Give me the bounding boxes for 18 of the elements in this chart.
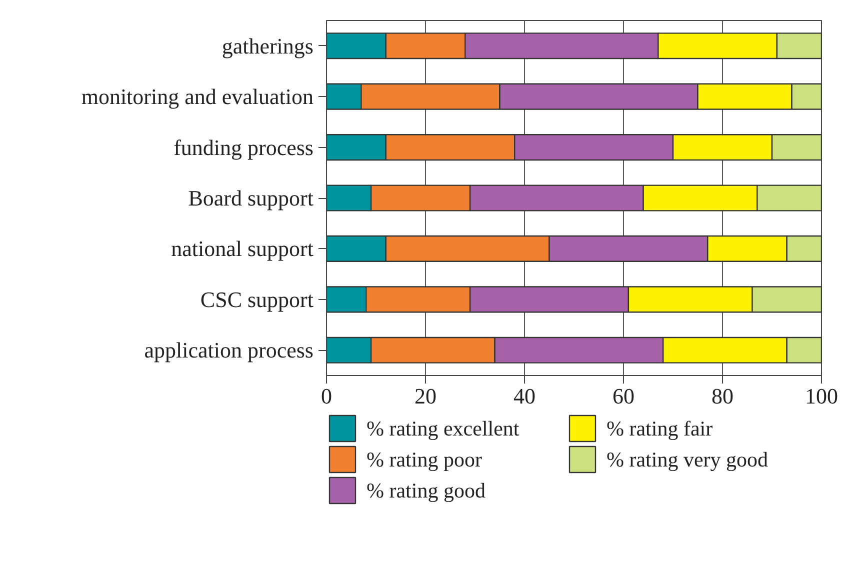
y-tick-label: national support	[171, 236, 314, 262]
legend-label: % rating very good	[606, 448, 769, 472]
y-tick-label: gatherings	[222, 33, 314, 58]
y-tick-label: monitoring and evaluation	[81, 84, 314, 110]
legend-label: % rating poor	[366, 448, 482, 472]
legend-label: % rating good	[366, 478, 486, 502]
x-tick-label: 60	[612, 384, 634, 408]
x-tick-label: 100	[805, 384, 838, 408]
y-tick-label: Board support	[188, 186, 314, 210]
y-tick-label: funding process	[174, 134, 314, 160]
x-tick-label: 0	[321, 384, 332, 408]
legend-label: % rating excellent	[366, 416, 520, 440]
x-tick-label: 40	[514, 384, 536, 408]
legend-label: % rating fair	[606, 416, 713, 440]
y-tick-label: application process	[144, 338, 314, 363]
y-tick-label: CSC support	[200, 286, 314, 312]
x-tick-label: 80	[712, 384, 734, 408]
x-tick-label: 20	[414, 384, 436, 408]
